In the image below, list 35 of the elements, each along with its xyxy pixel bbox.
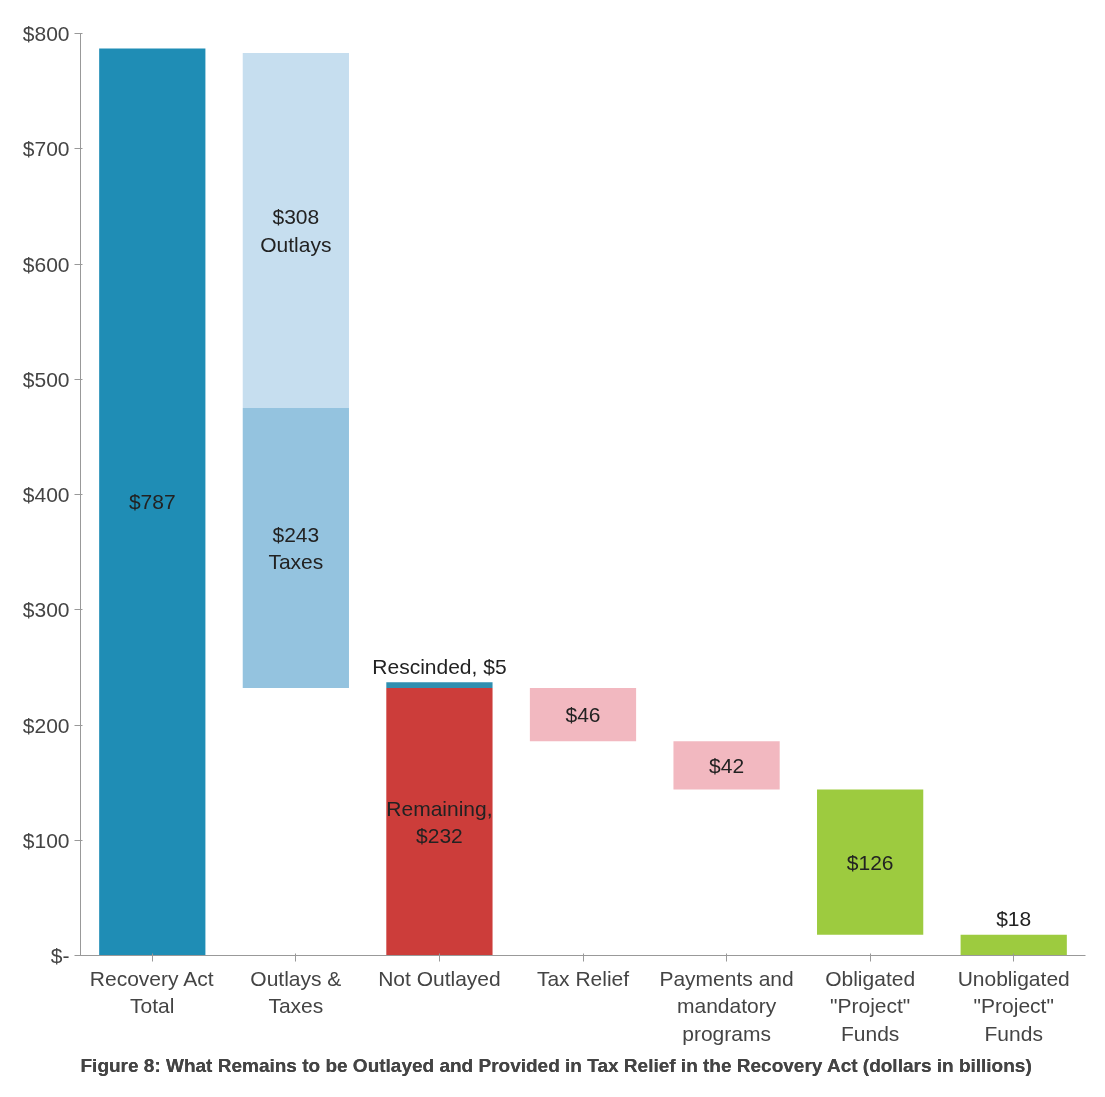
x-tick-label: Unobligated "Project" Funds xyxy=(957,966,1070,1045)
bar xyxy=(99,48,206,956)
text: Figure 8: What Remains to be Outlayed and Provided in Tax Relief in the Recovery Act (dollars in billions) xyxy=(80,1054,1032,1076)
y-tick-label: $400 xyxy=(22,483,70,506)
data-label: $787 xyxy=(128,490,176,514)
data-label: $243 Taxes xyxy=(268,522,324,574)
y-tick-label: $300 xyxy=(22,598,70,622)
y-tick-label: $100 xyxy=(22,828,70,852)
data-label: Rescinded, $5 xyxy=(372,654,507,678)
bar xyxy=(242,53,349,409)
y-tick-label: $800 xyxy=(22,22,70,45)
data-label: Remaining, $232 xyxy=(386,796,493,848)
data-label: $126 xyxy=(846,850,894,874)
bar xyxy=(673,741,780,790)
data-label: $308 Outlays xyxy=(260,205,332,256)
bar xyxy=(386,682,493,689)
y-tick-label: $500 xyxy=(22,367,70,391)
bar xyxy=(529,688,637,742)
data-label: $18 xyxy=(996,907,1032,931)
data-label: $46 xyxy=(565,703,601,727)
data-label: $42 xyxy=(709,753,745,777)
bar xyxy=(386,688,493,956)
y-tick-label: $200 xyxy=(22,713,70,737)
x-tick-label: Obligated "Project" Funds xyxy=(825,966,916,1045)
y-tick-label: $- xyxy=(50,944,70,967)
bar xyxy=(817,789,924,935)
x-tick-label: Not Outlayed xyxy=(378,966,501,990)
x-tick-label: Payments and mandatory programs xyxy=(659,966,794,1045)
y-tick-label: $600 xyxy=(22,252,70,276)
x-tick-label: Recovery Act Total xyxy=(89,966,214,1018)
x-tick-label: Tax Relief xyxy=(536,966,630,990)
bar xyxy=(960,934,1067,956)
bar xyxy=(242,408,349,689)
y-tick-label: $700 xyxy=(22,137,70,161)
x-tick-label: Outlays & Taxes xyxy=(250,966,342,1018)
